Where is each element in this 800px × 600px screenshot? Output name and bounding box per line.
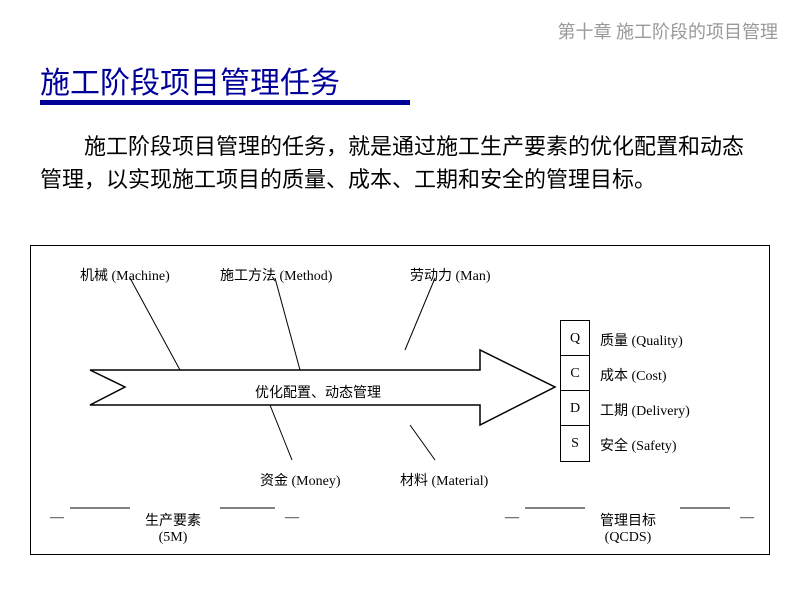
fish-label-method: 施工方法 (Method) [220,265,332,285]
title-underline [40,100,410,105]
fish-label-man: 劳动力 (Man) [410,265,491,285]
qcds-label-safety: 安全 (Safety) [600,435,677,455]
qcds-label-delivery: 工期 (Delivery) [600,400,690,420]
chapter-header: 第十章 施工阶段的项目管理 [558,18,779,44]
bracket-right-r: — [740,510,754,526]
fish-label-machine: 机械 (Machine) [80,265,170,285]
page-title: 施工阶段项目管理任务 [40,58,340,102]
arrow-center-label: 优化配置、动态管理 [255,382,381,402]
group-left-title: 生产要素 [145,514,201,529]
qcds-q: Q [561,321,589,356]
group-right-sub: (QCDS) [605,530,652,545]
qcds-label-cost: 成本 (Cost) [600,365,667,385]
qcds-d: D [561,391,589,426]
qcds-c: C [561,356,589,391]
bracket-left-r: — [285,510,299,526]
bottom-group-right: 管理目标 (QCDS) [600,510,656,546]
fish-label-material: 材料 (Material) [400,470,488,490]
group-left-sub: (5M) [159,530,188,545]
bottom-divider [30,506,770,510]
bracket-left-l: — [50,510,64,526]
bottom-group-left: 生产要素 (5M) [145,510,201,546]
bracket-right-l: — [505,510,519,526]
body-paragraph: 施工阶段项目管理的任务，就是通过施工生产要素的优化配置和动态管理，以实现施工项目… [40,130,760,196]
group-right-title: 管理目标 [600,514,656,529]
qcds-box: Q C D S [560,320,590,462]
qcds-label-quality: 质量 (Quality) [600,330,683,350]
qcds-s: S [561,426,589,461]
fish-label-money: 资金 (Money) [260,470,341,490]
